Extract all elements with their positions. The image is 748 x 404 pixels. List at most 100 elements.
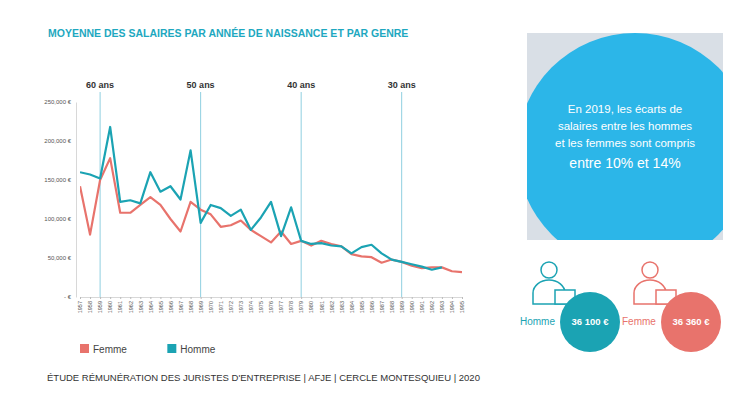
legend: FemmeHomme (80, 344, 216, 355)
x-tick-label: 1990 (409, 301, 415, 313)
callout-text: et les femmes sont compris (555, 137, 695, 149)
x-tick-mark (372, 297, 373, 299)
source: ÉTUDE RÉMUNÉRATION DES JURISTES D'ENTREP… (47, 372, 480, 383)
x-tick-mark (361, 297, 362, 299)
annotations: 60 ans50 ans40 ans30 ans (86, 80, 416, 297)
x-tick-mark (191, 297, 192, 299)
annotation-label: 60 ans (86, 80, 114, 90)
x-tick-label: 1971 (218, 301, 224, 313)
y-tick: 50,000 € (48, 255, 76, 261)
x-tick: 1967 (178, 297, 184, 313)
x-tick: 1976 (268, 297, 274, 313)
gender-stats: Homme36 100 €Femme36 360 € (520, 262, 721, 352)
x-tick-label: 1988 (389, 301, 395, 313)
x-tick: 1992 (429, 297, 435, 313)
icon-head (642, 262, 658, 278)
annotation-line (100, 92, 101, 297)
x-tick-label: 1992 (429, 301, 435, 313)
x-tick-mark (291, 297, 292, 299)
y-tick-label: 50,000 € (48, 255, 72, 261)
x-tick-mark (211, 297, 212, 299)
x-tick: 1961 (117, 297, 123, 313)
y-axis-line (76, 103, 77, 298)
stat-badge (560, 292, 620, 352)
page: MOYENNE DES SALAIRES PAR ANNÉE DE NAISSA… (0, 0, 748, 404)
y-tick: 150,000 € (44, 177, 76, 183)
x-tick-mark (170, 297, 171, 299)
x-tick-label: 1965 (158, 301, 164, 313)
icon-head (541, 262, 557, 278)
stat-badge (661, 292, 721, 352)
x-tick-label: 1966 (168, 301, 174, 313)
stat-label: Femme (622, 316, 656, 327)
annotation-label: 30 ans (388, 80, 416, 90)
x-tick-mark (442, 297, 443, 299)
x-tick: 1962 (128, 297, 134, 313)
person-icon (634, 262, 676, 304)
x-tick-label: 1963 (138, 301, 144, 313)
x-tick-mark (90, 297, 91, 299)
x-tick-mark (281, 297, 282, 299)
x-tick: 1959 (97, 297, 103, 313)
x-tick-mark (251, 297, 252, 299)
x-tick-mark (422, 297, 423, 299)
x-tick: 1968 (188, 297, 194, 313)
chart-title: MOYENNE DES SALAIRES PAR ANNÉE DE NAISSA… (48, 27, 408, 39)
legend-swatch (167, 344, 176, 353)
x-tick-mark (402, 297, 403, 299)
x-tick-mark (392, 297, 393, 299)
x-tick: 1979 (298, 297, 304, 313)
x-tick-label: 1980 (308, 301, 314, 313)
callout-circle (527, 33, 723, 240)
x-tick: 1995 (459, 297, 465, 313)
x-tick-mark (382, 297, 383, 299)
x-tick: 1991 (419, 297, 425, 313)
x-tick: 1965 (158, 297, 164, 313)
x-tick-label: 1978 (288, 301, 294, 313)
x-tick-mark (181, 297, 182, 299)
x-axis: 1957195819591960196119621963196419651966… (77, 297, 465, 313)
x-tick-mark (462, 297, 463, 299)
x-tick-mark (412, 297, 413, 299)
series-line (80, 127, 442, 270)
x-tick: 1982 (329, 297, 335, 313)
x-tick-mark (120, 297, 121, 299)
x-tick-label: 1969 (198, 301, 204, 313)
y-tick: 200,000 € (44, 138, 76, 144)
x-tick-label: 1973 (238, 301, 244, 313)
y-tick-label: 150,000 € (44, 177, 71, 183)
x-tick: 1993 (439, 297, 445, 313)
x-tick: 1983 (339, 297, 345, 313)
x-tick-label: 1995 (459, 301, 465, 313)
x-tick-mark (100, 297, 101, 299)
x-tick: 1986 (369, 297, 375, 313)
stat-value: 36 360 € (673, 316, 711, 327)
x-tick-label: 1959 (97, 301, 103, 313)
x-tick: 1957 (77, 297, 83, 313)
y-tick: - € (64, 294, 76, 300)
x-tick: 1960 (107, 297, 113, 313)
y-tick-label: - € (64, 294, 72, 300)
x-tick: 1990 (409, 297, 415, 313)
x-tick: 1966 (168, 297, 174, 313)
x-tick-mark (241, 297, 242, 299)
x-tick-mark (261, 297, 262, 299)
callout-panel: En 2019, les écarts desalaires entre les… (517, 33, 748, 269)
x-tick-mark (130, 297, 131, 299)
x-tick: 1977 (278, 297, 284, 313)
y-axis: - €50,000 €100,000 €150,000 €200,000 €25… (44, 99, 76, 300)
x-tick-mark (201, 297, 202, 299)
annotation-line (200, 92, 201, 297)
x-tick: 1994 (449, 297, 455, 313)
x-tick: 1971 (218, 297, 224, 313)
x-tick-label: 1960 (107, 301, 113, 313)
y-tick-label: 200,000 € (44, 138, 71, 144)
x-tick: 1963 (138, 297, 144, 313)
x-tick-label: 1982 (329, 301, 335, 313)
x-tick-mark (271, 297, 272, 299)
x-tick-label: 1985 (359, 301, 365, 313)
x-tick-mark (150, 297, 151, 299)
x-tick: 1973 (238, 297, 244, 313)
x-tick: 1978 (288, 297, 294, 313)
annotation-line (301, 92, 302, 297)
